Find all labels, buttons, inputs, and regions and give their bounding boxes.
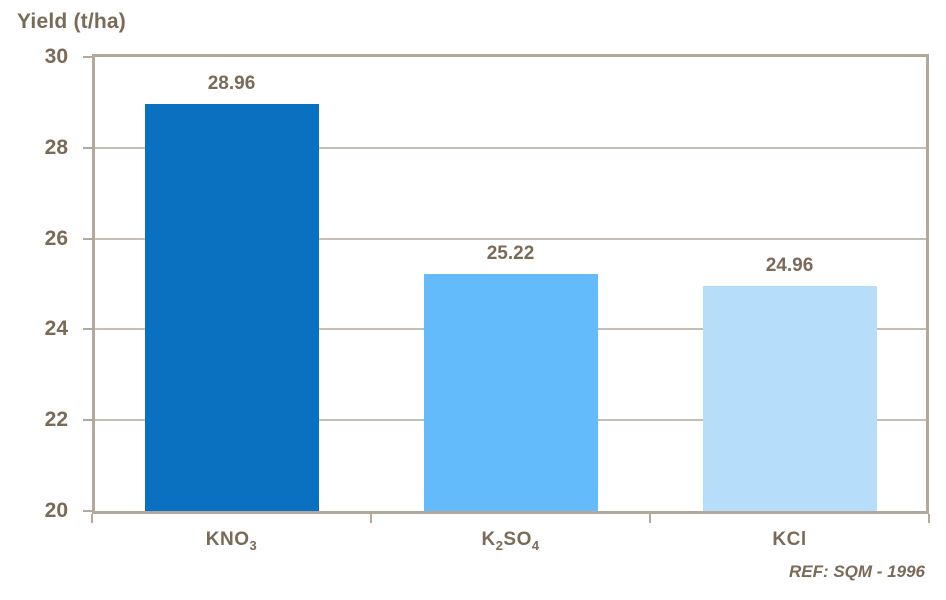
y-tick-label: 26: [44, 226, 68, 250]
bar-KNO3: [144, 104, 319, 511]
bar-KCl: [702, 285, 877, 511]
x-tick-mark: [370, 514, 372, 523]
bar-value-label: 25.22: [486, 243, 535, 264]
reference-note: REF: SQM - 1996: [788, 562, 925, 581]
y-axis-title: Yield (t/ha): [17, 10, 126, 33]
y-tick-label: 24: [44, 317, 68, 341]
y-tick-label: 20: [44, 499, 68, 522]
plot-area: [92, 54, 929, 514]
x-category-label: KCl: [772, 529, 807, 550]
y-tick-mark: [83, 146, 92, 149]
x-category-label: KNO3: [205, 529, 258, 553]
y-tick-mark: [83, 419, 92, 422]
gridline: [95, 146, 926, 149]
x-category-label: K2SO4: [481, 529, 540, 553]
y-tick-label: 22: [44, 408, 68, 432]
bar-value-label: 24.96: [765, 254, 814, 276]
x-tick-mark: [91, 514, 93, 523]
y-tick-mark: [83, 56, 92, 58]
y-tick-label: 28: [44, 135, 68, 159]
x-tick-mark: [928, 514, 930, 523]
y-tick-mark: [83, 510, 92, 512]
bar-K2SO4: [423, 274, 598, 511]
y-tick-label: 30: [44, 45, 68, 68]
gridline: [95, 237, 926, 240]
x-tick-mark: [649, 514, 651, 523]
y-tick-mark: [83, 237, 92, 240]
bar-value-label: 28.96: [207, 73, 256, 95]
y-tick-mark: [83, 328, 92, 331]
